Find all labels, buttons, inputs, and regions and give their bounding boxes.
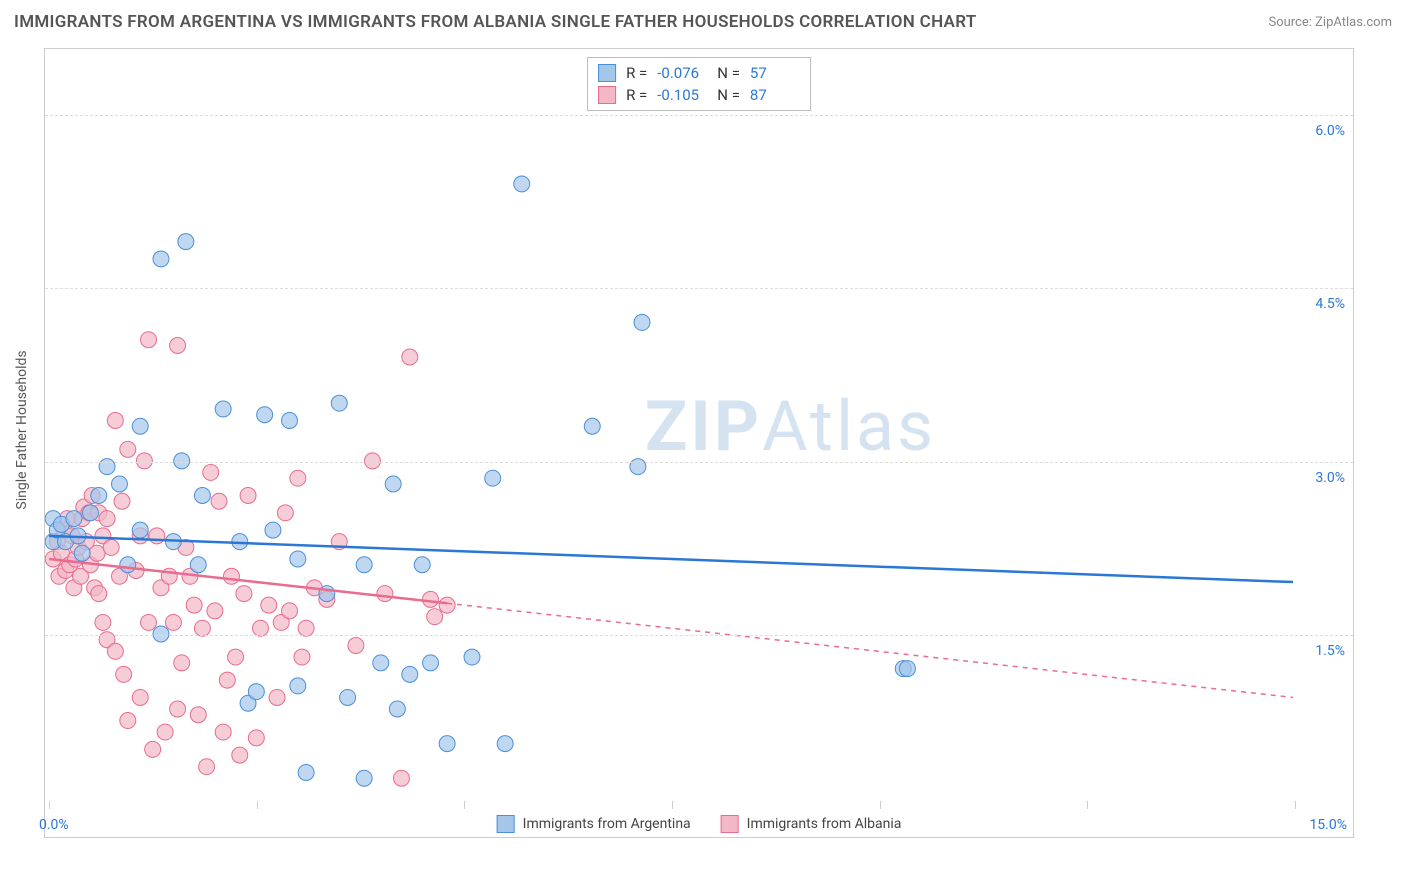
swatch-argentina-legend	[497, 815, 515, 833]
swatch-argentina	[598, 64, 616, 82]
x-axis-max-label: 15.0%	[1309, 817, 1347, 833]
stats-row-argentina: R = -0.076 N = 57	[598, 62, 800, 84]
chart-plot-area: ZIPAtlas R = -0.076 N = 57 R = -0.105 N …	[44, 48, 1354, 838]
x-axis-min-label: 0.0%	[39, 817, 69, 833]
scatter-svg	[45, 49, 1353, 837]
swatch-albania	[598, 86, 616, 104]
chart-title: IMMIGRANTS FROM ARGENTINA VS IMMIGRANTS …	[14, 12, 977, 32]
stats-legend-box: R = -0.076 N = 57 R = -0.105 N = 87	[587, 57, 811, 111]
legend-item-argentina: Immigrants from Argentina	[497, 815, 691, 833]
swatch-albania-legend	[721, 815, 739, 833]
legend-bottom: Immigrants from Argentina Immigrants fro…	[497, 815, 902, 833]
source-attribution: Source: ZipAtlas.com	[1268, 15, 1392, 30]
stats-row-albania: R = -0.105 N = 87	[598, 84, 800, 106]
chart-header: IMMIGRANTS FROM ARGENTINA VS IMMIGRANTS …	[14, 12, 1392, 32]
y-axis-label: Single Father Households	[14, 350, 30, 509]
legend-item-albania: Immigrants from Albania	[721, 815, 902, 833]
